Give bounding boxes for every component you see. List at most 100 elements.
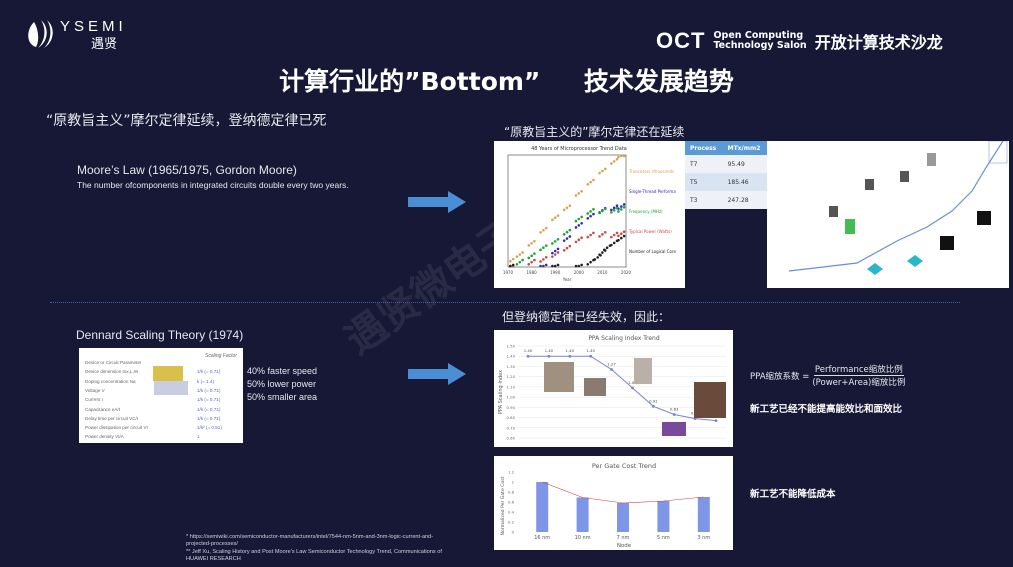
scaling-factor: k (= 1.4) [197,378,214,384]
chart-title: 48 Years of Microprocessor Trend Data [531,146,627,152]
legend-entry: Frequency (MHz) [629,209,663,214]
note-efficiency: 新工艺已经不能提高能效比和面效比 [750,404,903,415]
data-point [622,230,626,233]
data-point [580,215,583,219]
data-point [568,228,572,232]
y-tick-label: 0.90 [507,405,516,410]
data-point [580,263,583,267]
data-point [568,235,572,238]
section-divider [50,302,960,303]
x-tick-label: 7 nm [617,535,630,541]
data-point [556,247,560,251]
parameter-label: Power density VI/A [85,434,124,440]
data-label: 1.40 [586,348,595,353]
data-point [617,238,620,242]
data-point [612,208,616,212]
data-point [615,231,619,235]
data-point [592,231,595,235]
scaling-factor: 1/k² (= 0.51) [197,425,222,431]
data-point [622,154,626,158]
data-point [596,256,599,259]
data-point [580,189,583,193]
y-tick-label: 0.2 [508,520,515,525]
y-tick-label: 1.00 [507,395,516,400]
y-tick-label: 0.4 [508,510,515,515]
data-point [521,258,524,262]
data-point [509,259,512,263]
y-tick-label: 0.70 [507,425,516,430]
footnotes: * https://semiwiki.com/semiconductor-man… [186,534,442,563]
data-point [511,263,515,267]
data-point [601,169,604,173]
bar [617,503,629,532]
scaling-factor: 1/k (= 0.71) [197,369,221,375]
data-point [577,192,581,195]
x-tick-label: 1990 [550,270,561,275]
data-point [565,230,569,234]
data-point [544,263,548,267]
data-point [551,255,554,258]
data-point [527,262,531,266]
data-point [556,214,560,217]
data-point [533,239,536,243]
dennard-benefits: 40% faster speed 50% lower power 50% sma… [247,366,318,402]
data-point [544,244,548,247]
data-point [586,212,590,215]
data-point [553,264,557,268]
moore-desc: The number ofcomponents in integrated ci… [77,180,349,190]
bar [536,482,549,532]
data-point [562,208,566,212]
data-point [544,226,548,230]
y-tick-label: 1.10 [507,384,516,389]
process-image [544,362,574,392]
data-point [603,230,607,234]
data-label: 1.09 [628,380,637,385]
data-point [518,260,522,264]
data-point [509,264,512,268]
data-point [551,251,554,255]
data-point [511,257,515,261]
arrow-right-icon [408,363,466,385]
data-point [574,219,578,223]
scaling-factor: 1/k (= 0.71) [197,397,221,403]
legend-entry: Typical Power (Watts) [628,229,672,234]
microprocessor-trend-chart: 48 Years of Microprocessor Trend Data 197… [494,141,685,288]
data-point [539,264,542,268]
ppa-line [528,355,717,422]
data-point [617,234,620,238]
data-point [568,244,572,248]
note-cost: 新工艺不能降低成本 [750,489,836,500]
data-point [589,233,592,237]
data-point [551,242,554,245]
data-point [610,162,613,165]
data-point [593,258,597,261]
data-point [530,242,533,245]
process-image [584,378,606,396]
data-point [589,354,593,358]
data-point [602,248,606,252]
ppa-formula: PPA缩放系数 = Performance缩放比例 (Power+Area)缩放… [750,365,906,388]
chip-timeline-image [767,140,1009,288]
left-subtitle: “原教旨主义”摩尔定律延续，登纳德定律已死 [46,113,327,129]
chip-timeline-svg [788,140,1008,275]
transistor-image [153,366,183,381]
y-tick-label: 1 [512,480,515,485]
data-point [568,204,572,208]
data-point [518,253,522,256]
data-point [565,237,569,240]
y-tick-label: 0.6 [508,500,515,505]
data-point [610,368,613,371]
table-row: T3 247.28 [685,191,767,209]
data-point [610,211,613,214]
trend-line [542,481,704,504]
data-point [542,246,545,250]
data-label: 1.40 [545,348,554,353]
slide-title: 计算行业的”Bottom” 技术发展趋势 [279,67,734,96]
dennard-title: Dennard Scaling Theory (1974) [76,328,244,342]
parameter-label: Delay time per circuit VC/I [85,415,139,421]
data-point [556,237,560,241]
data-label: 0.83 [670,406,679,411]
data-point [551,264,554,268]
data-point [598,211,601,215]
data-point [562,248,566,252]
